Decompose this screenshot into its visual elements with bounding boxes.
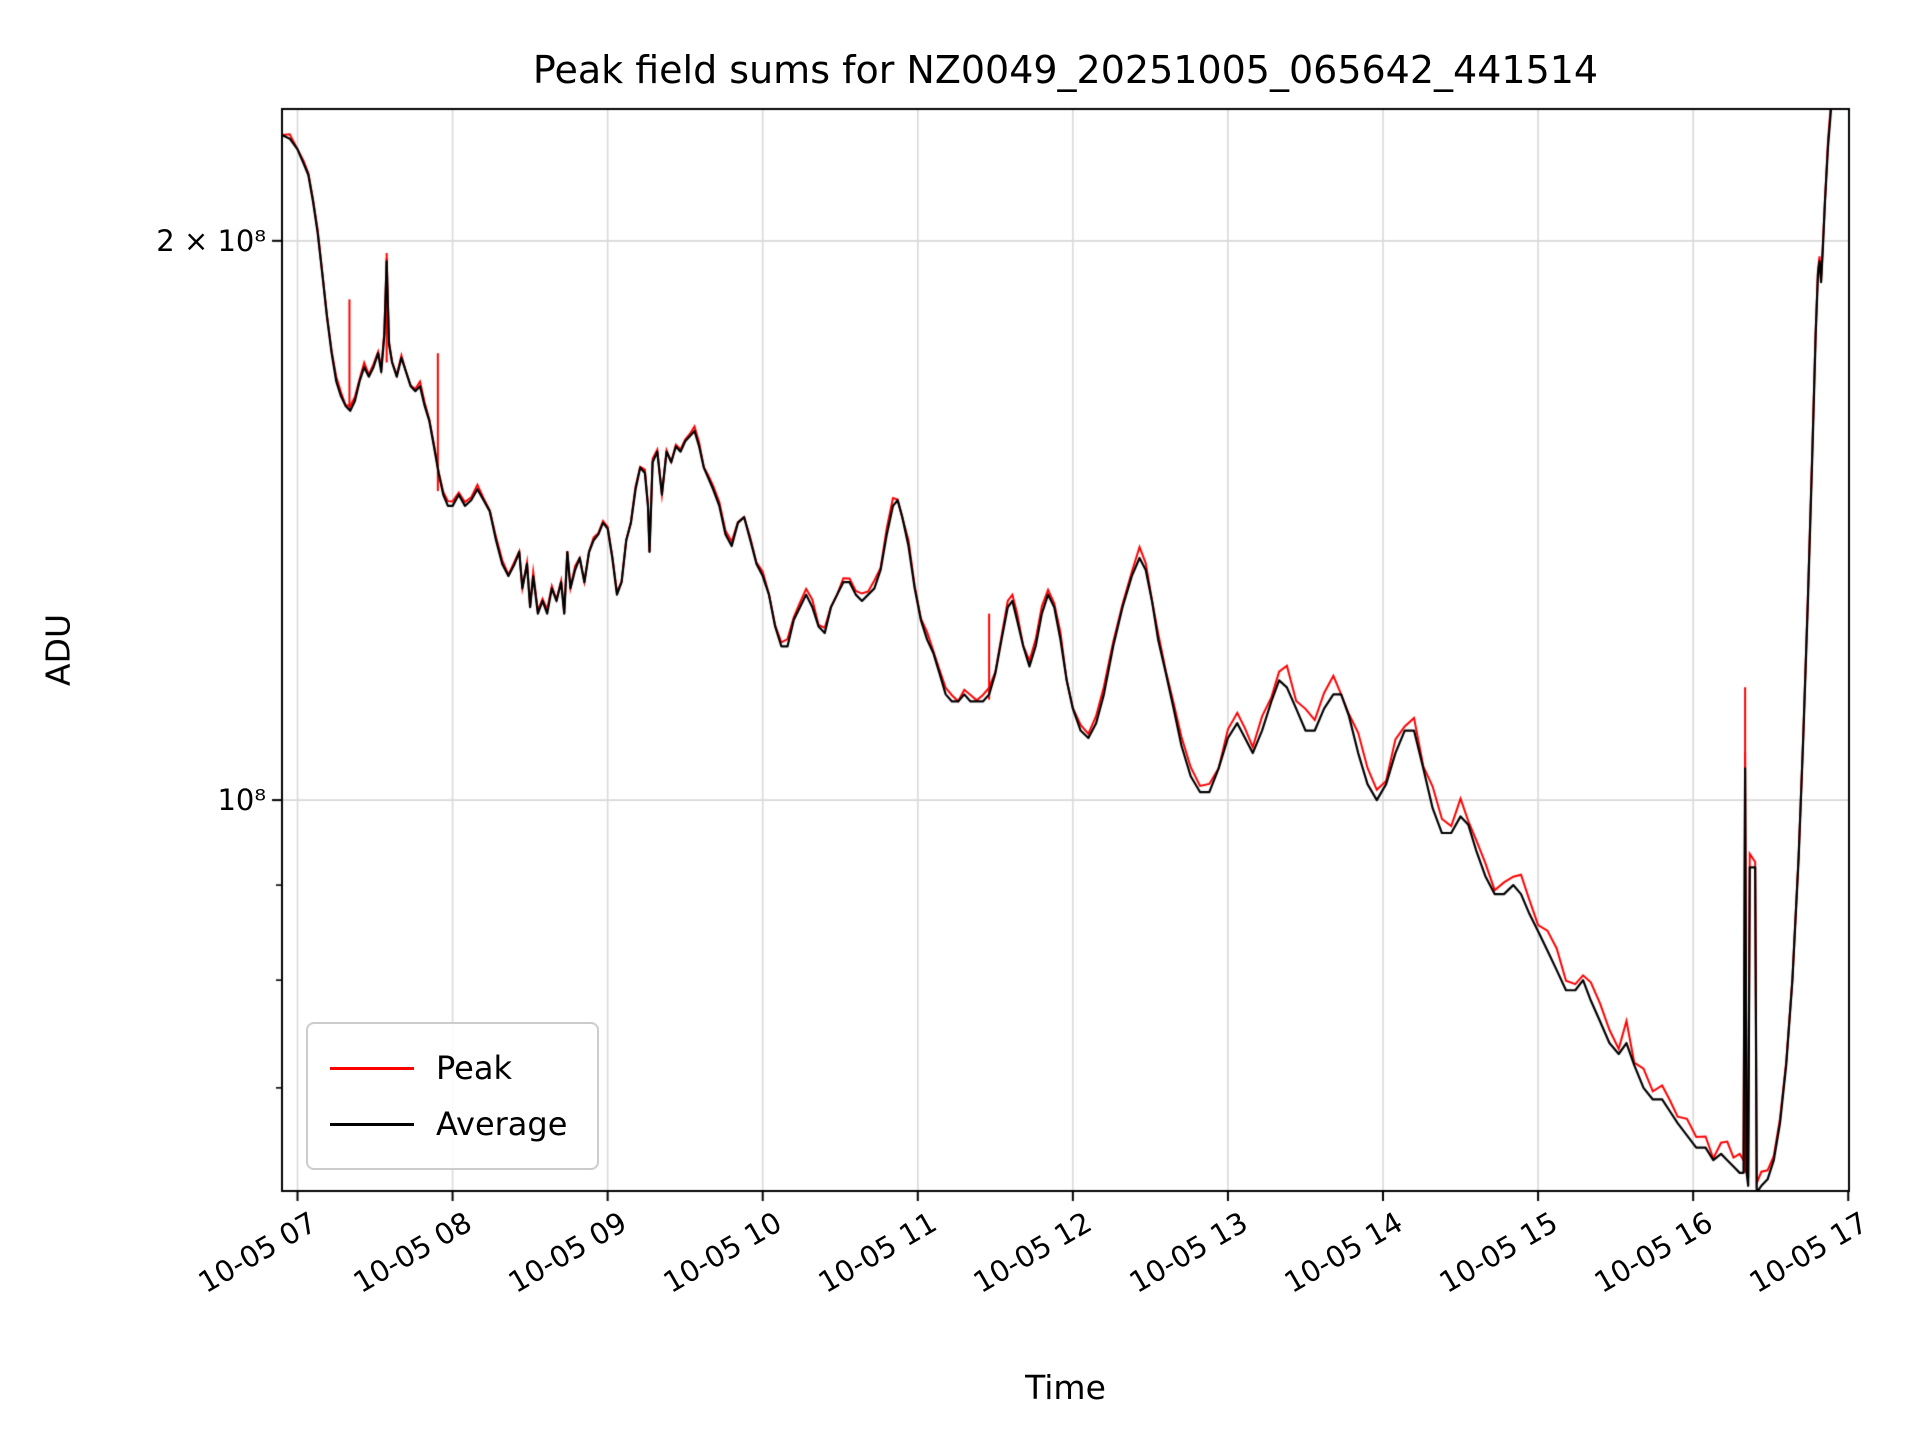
legend-line-average <box>330 1122 414 1126</box>
chart-title: Peak field sums for NZ0049_20251005_0656… <box>532 48 1599 92</box>
y-tick-label: 2 × 10⁸ <box>156 223 266 258</box>
x-axis-label: Time <box>1025 1368 1106 1407</box>
legend-entry-average: Average <box>330 1096 567 1152</box>
legend: Peak Average <box>306 1022 600 1170</box>
y-tick-label: 10⁸ <box>217 783 266 818</box>
legend-entry-peak: Peak <box>330 1040 567 1096</box>
legend-label-peak: Peak <box>436 1049 512 1087</box>
legend-label-average: Average <box>436 1105 568 1143</box>
y-axis-label: ADU <box>38 613 78 687</box>
legend-line-peak <box>330 1066 414 1070</box>
